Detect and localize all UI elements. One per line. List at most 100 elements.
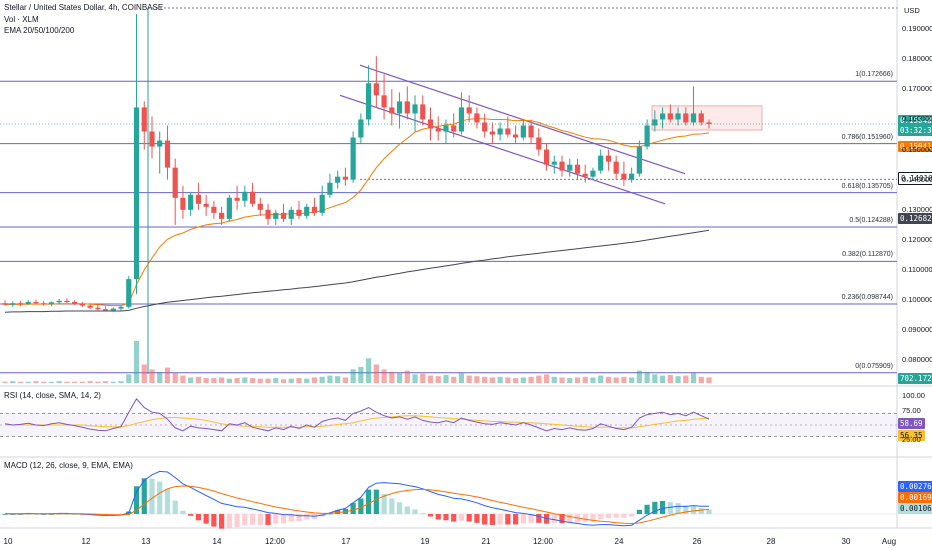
channel-lower-line	[339, 94, 666, 205]
time-tick: 13	[141, 537, 151, 546]
candle-body	[195, 194, 202, 204]
candle-body	[497, 128, 503, 135]
candle-body	[350, 137, 356, 180]
candle-body	[667, 113, 673, 120]
candle-body	[342, 176, 348, 180]
candle-body	[56, 300, 62, 303]
ema20-line	[4, 118, 710, 307]
candle-body	[396, 101, 403, 114]
macd-histogram-bar	[389, 498, 395, 514]
macd-histogram-bar	[567, 514, 573, 523]
price-tick: 0.100000	[902, 295, 932, 305]
volume-bar	[280, 379, 287, 383]
candle-body	[389, 107, 395, 114]
macd-histogram-bar	[288, 514, 294, 522]
macd-histogram-bar	[265, 514, 271, 525]
rsi-band	[0, 413, 897, 437]
price-tick: 0.090000	[902, 325, 932, 335]
candle-body	[629, 173, 635, 180]
macd-histogram-bar	[582, 514, 588, 522]
candle-body	[683, 113, 689, 123]
macd-histogram-bar	[644, 504, 650, 514]
candle-body	[489, 131, 495, 135]
volume-bar	[451, 376, 457, 383]
symbol-title: Stellar / United States Dollar, 4h, COIN…	[4, 3, 164, 12]
volume-bar	[304, 378, 310, 383]
candle-body	[536, 137, 542, 150]
rsi-sma-line	[5, 415, 710, 429]
macd-histogram-bar	[528, 514, 534, 523]
price-tick: 0.110000	[902, 265, 932, 275]
volume-bar	[350, 369, 356, 383]
price-tick: 0.150000	[902, 144, 932, 154]
candle-body	[226, 197, 232, 219]
price-tick: 0.170000	[902, 84, 932, 94]
volume-bar	[466, 375, 472, 383]
macd-histogram-bar	[551, 514, 557, 523]
macd-histogram-bar	[559, 514, 565, 524]
volume-bar	[172, 373, 178, 383]
candle-body	[690, 113, 697, 123]
candle-body	[296, 209, 302, 216]
macd-histogram-bar	[621, 514, 627, 518]
volume-bar	[482, 376, 488, 383]
volume-bar	[273, 378, 279, 383]
candle-body	[512, 134, 519, 138]
macd-histogram-bar	[242, 514, 248, 526]
time-tick: 30	[841, 537, 851, 546]
candle-body	[149, 131, 155, 147]
macd-histogram-bar	[396, 502, 403, 514]
macd-histogram-bar	[257, 514, 263, 525]
candle-body	[257, 203, 263, 210]
candle-body	[451, 125, 457, 132]
volume-bar	[126, 374, 132, 383]
macd-histogram-bar	[412, 509, 418, 514]
candle-body	[427, 119, 434, 129]
signal-pill: 0.001695	[898, 492, 932, 503]
macd-histogram-bar	[141, 478, 147, 514]
volume-bar	[17, 381, 24, 383]
volume-bar	[288, 378, 294, 383]
candle-body	[234, 197, 240, 201]
volume-bar	[234, 378, 240, 383]
volume-bar	[574, 377, 581, 383]
volume-bar	[652, 374, 658, 383]
macd-histogram-bar	[48, 514, 55, 515]
volume-bar	[79, 381, 85, 383]
macd-histogram-bar	[636, 509, 642, 514]
volume-bar	[319, 376, 325, 383]
macd-histogram-bar	[497, 514, 503, 525]
candle-body	[520, 125, 526, 138]
macd-histogram-bar	[350, 503, 356, 514]
candle-body	[110, 308, 116, 311]
macd-histogram-bar	[404, 506, 410, 514]
macd-histogram-bar	[72, 514, 78, 515]
macd-histogram-bar	[706, 509, 712, 514]
volume-bar	[95, 381, 101, 383]
volume-bar	[389, 371, 395, 383]
volume-bar	[72, 381, 78, 383]
volume-bar	[342, 377, 348, 383]
price-tick: 0.130000	[902, 204, 932, 214]
volume-bar	[659, 375, 666, 383]
volume-bar	[87, 381, 93, 383]
fib-level-label: 0.786(0.151960)	[841, 133, 893, 141]
candle-body	[10, 303, 16, 305]
volume-bar	[110, 381, 116, 383]
volume-bar	[559, 377, 565, 383]
candle-body	[698, 113, 704, 123]
time-tick: 28	[766, 537, 776, 546]
volume-bar	[629, 377, 635, 383]
candle-body	[133, 107, 140, 280]
ema20-pill: 0.150418	[898, 141, 932, 152]
candle-body	[273, 212, 279, 219]
volume-bar	[358, 366, 364, 383]
macd-histogram-bar	[489, 514, 495, 525]
candle-body	[636, 146, 642, 174]
candle-body	[188, 194, 194, 210]
ema200-pill: 0.126826	[898, 213, 932, 224]
macd-histogram-bar	[512, 514, 519, 525]
volume-bar	[102, 381, 109, 383]
candle-body	[249, 191, 256, 204]
